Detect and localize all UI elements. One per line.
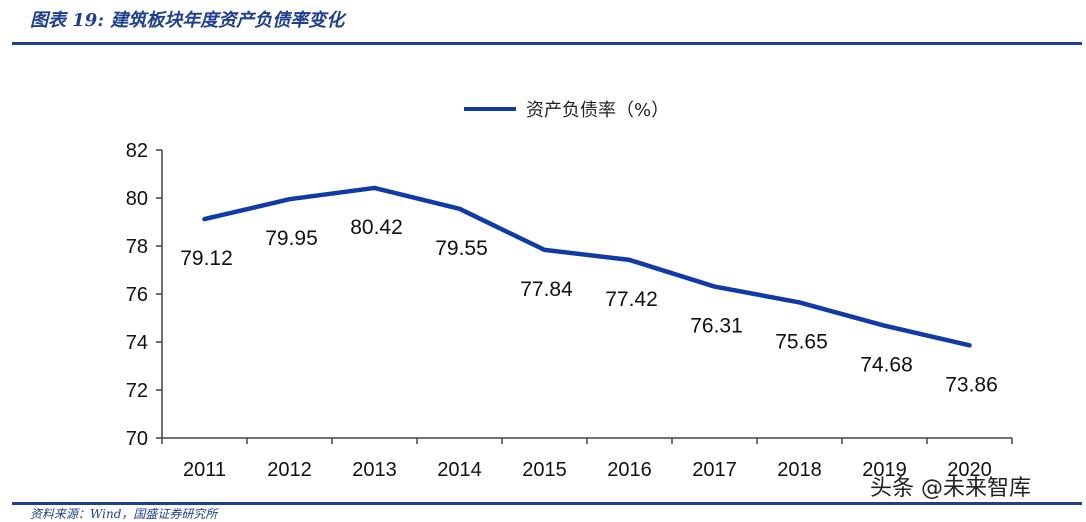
x-tick-label: 2014: [437, 459, 482, 481]
x-tick-label: 2020: [947, 459, 992, 481]
x-tick-label: 2015: [522, 459, 567, 481]
series-line: [202, 185, 972, 348]
data-label: 79.12: [180, 247, 233, 270]
data-label: 79.55: [435, 237, 488, 260]
x-tick-label: 2012: [267, 459, 312, 481]
data-point: [627, 257, 632, 262]
data-point: [287, 197, 292, 202]
x-tick-label: 2017: [692, 459, 737, 481]
x-tick-label: 2019: [862, 459, 907, 481]
data-point: [712, 284, 717, 289]
data-label: 80.42: [350, 216, 403, 239]
data-point: [372, 185, 377, 190]
data-point: [882, 323, 887, 328]
y-tick-label: 74: [126, 332, 148, 354]
y-tick-label: 80: [126, 188, 148, 210]
x-tick-label: 2018: [777, 459, 822, 481]
data-point: [967, 343, 972, 348]
data-label: 75.65: [775, 330, 828, 353]
legend-line-swatch: [464, 107, 516, 111]
data-label: 73.86: [945, 373, 998, 396]
y-tick-label: 72: [126, 380, 148, 402]
watermark: 头条 @未来智库: [870, 476, 1031, 501]
y-tick-label: 76: [126, 284, 148, 306]
data-label: 76.31: [690, 315, 743, 338]
top-divider: [12, 42, 1082, 45]
x-tick-label: 2011: [183, 459, 226, 481]
bottom-divider: [12, 502, 1082, 505]
y-tick-label: 82: [126, 140, 148, 162]
data-label: 74.68: [860, 354, 913, 377]
data-label: 77.42: [605, 288, 658, 311]
data-label: 79.95: [265, 227, 318, 250]
data-point: [202, 217, 207, 222]
data-point: [542, 247, 547, 252]
x-tick-label: 2016: [607, 459, 652, 481]
y-tick-label: 78: [126, 236, 148, 258]
figure-title: 图表 19: 建筑板块年度资产负债率变化: [30, 10, 345, 31]
data-point: [797, 300, 802, 305]
data-point: [457, 206, 462, 211]
x-tick-label: 2013: [352, 459, 397, 481]
chart-legend: 资产负债率（%）: [464, 96, 669, 122]
legend-label: 资产负债率（%）: [526, 100, 670, 121]
y-tick-label: 70: [126, 428, 148, 450]
data-label: 77.84: [520, 278, 573, 301]
